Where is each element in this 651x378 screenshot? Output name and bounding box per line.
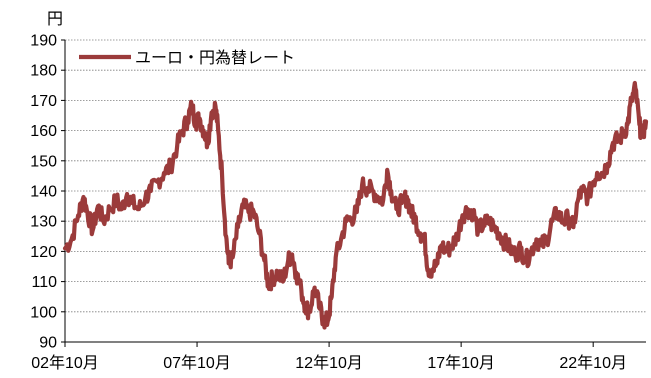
y-tick-label: 190 [30,33,57,50]
y-axis-unit-label: 円 [47,11,63,28]
x-tick-label: 12年10月 [295,354,363,372]
x-tick-label: 17年10月 [427,354,495,372]
y-tick-label: 130 [30,214,57,231]
y-tick-label: 120 [30,244,57,261]
x-tick-label: 22年10月 [559,354,627,372]
legend-label: ユーロ・円為替レート [135,49,295,67]
x-tick-label: 02年10月 [31,354,99,372]
y-tick-label: 90 [39,335,57,352]
x-tick-label: 07年10月 [163,354,231,372]
y-tick-label: 110 [31,274,57,291]
y-tick-label: 100 [30,304,57,321]
y-tick-label: 150 [30,153,57,170]
y-tick-label: 170 [30,93,57,110]
y-tick-label: 140 [30,184,57,201]
y-tick-label: 160 [30,123,57,140]
y-tick-label: 180 [30,63,57,80]
series-line-0 [62,80,649,330]
